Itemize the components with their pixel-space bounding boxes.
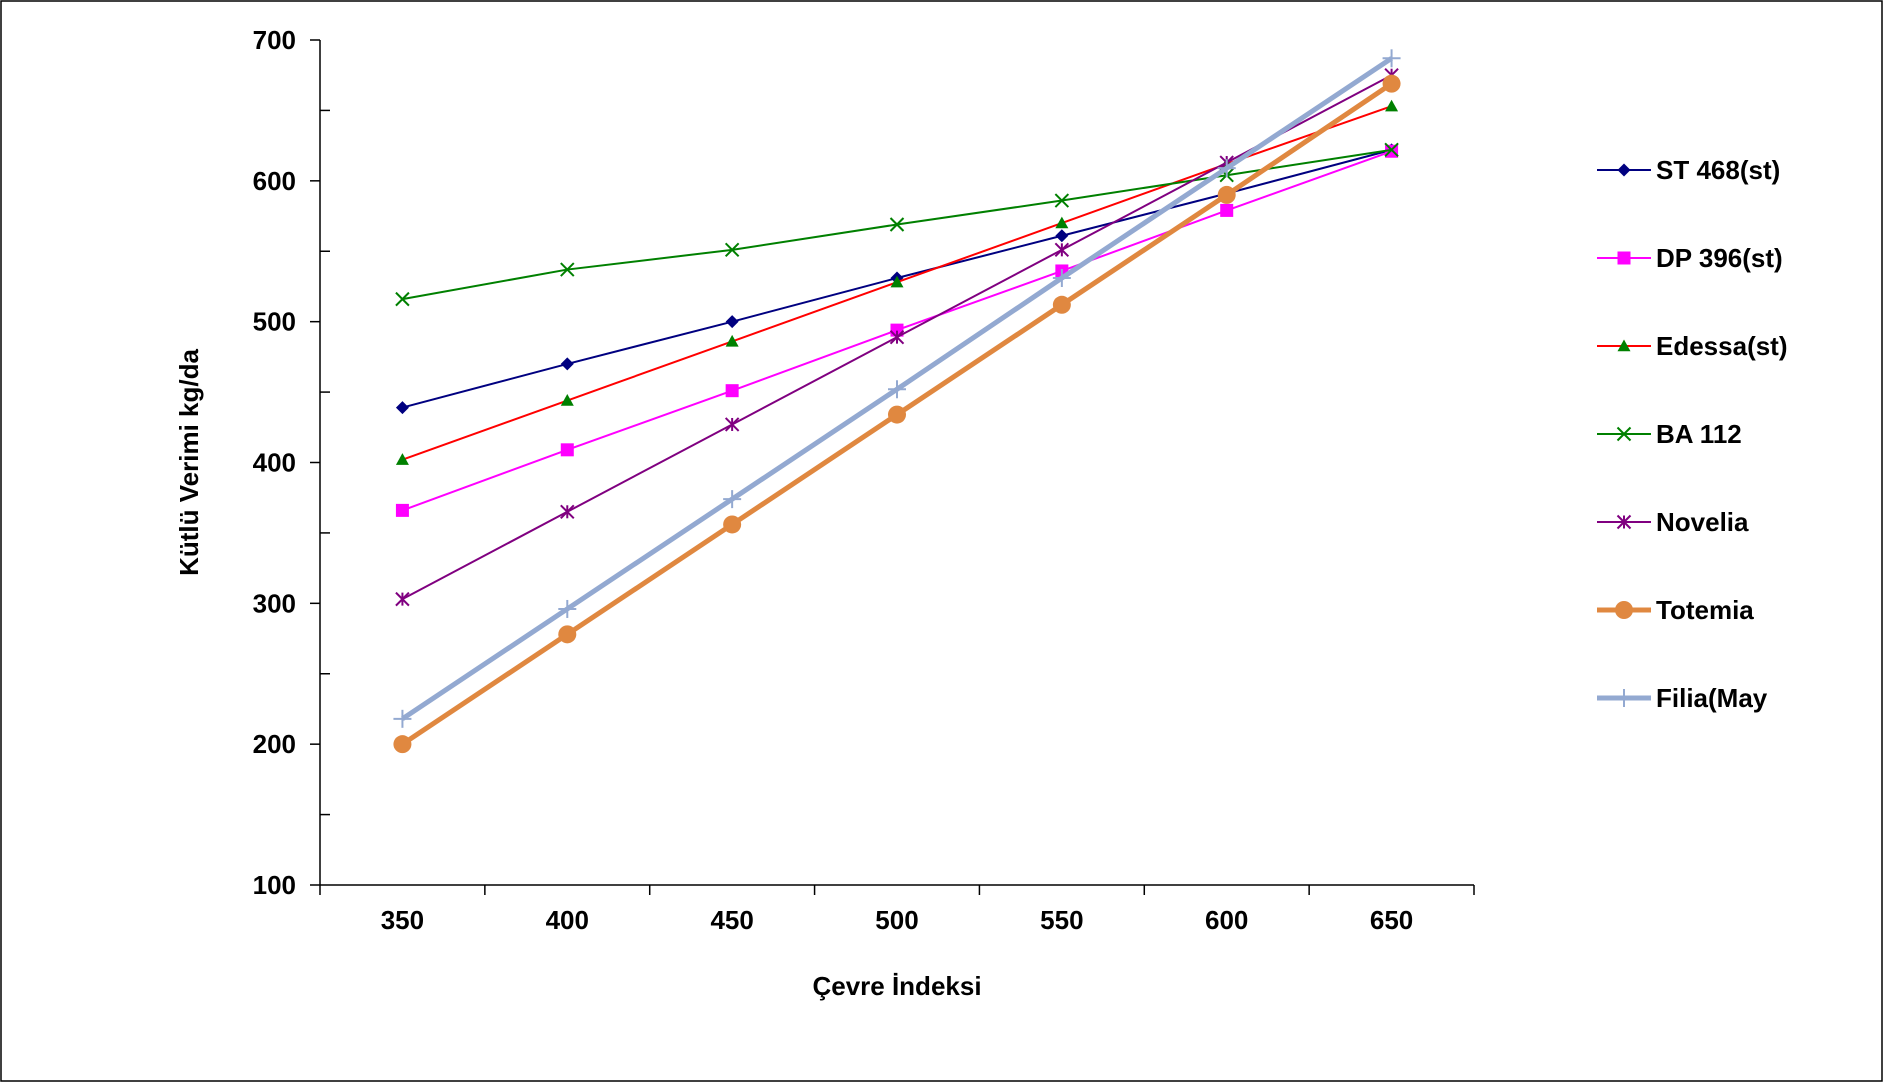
point-marker	[725, 384, 739, 398]
point-marker	[1382, 49, 1401, 68]
point-marker	[560, 443, 574, 457]
point-marker	[1384, 142, 1399, 158]
legend-item: BA 112	[1597, 419, 1742, 449]
point-marker	[1054, 242, 1070, 258]
legend-item: Novelia	[1597, 507, 1749, 537]
point-marker	[888, 380, 906, 399]
legend-layer: ST 468(st) DP 396(st) Edessa(st) BA 112 Nove…	[1597, 155, 1788, 713]
point-marker	[393, 735, 412, 754]
point-marker	[560, 504, 575, 519]
point-marker	[1217, 159, 1236, 178]
x-tick-label: 600	[1205, 905, 1248, 935]
point-marker	[724, 417, 740, 432]
point-marker-stroke	[724, 242, 740, 258]
point-marker	[1615, 689, 1633, 707]
point-marker	[1382, 74, 1401, 93]
point-marker	[1217, 185, 1236, 204]
y-tick-label: 200	[253, 729, 296, 759]
point-marker	[393, 709, 412, 728]
x-tick-label: 500	[875, 905, 918, 935]
point-marker	[1615, 601, 1633, 619]
point-marker	[890, 275, 904, 288]
x-tick-label: 400	[546, 905, 589, 935]
point-marker	[1055, 216, 1069, 229]
legend-label: BA 112	[1656, 419, 1742, 449]
point-marker-stroke	[1616, 426, 1632, 442]
point-marker	[560, 262, 575, 277]
point-marker	[888, 405, 906, 424]
point-marker	[395, 503, 409, 517]
legend-label: Totemia	[1656, 595, 1754, 625]
point-marker	[1617, 163, 1631, 177]
point-marker	[725, 334, 739, 347]
y-axis-title: Kütlü Verimi kg/da	[174, 349, 204, 576]
legend-label: ST 468(st)	[1656, 155, 1780, 185]
legend-label: Edessa(st)	[1656, 331, 1788, 361]
series-layer	[393, 49, 1401, 754]
legend-item: Filia(May	[1597, 683, 1768, 713]
y-tick-label: 500	[253, 307, 296, 337]
point-marker	[1052, 269, 1071, 288]
point-marker	[395, 453, 409, 465]
y-tick-label: 100	[253, 870, 296, 900]
point-marker	[1617, 251, 1631, 265]
point-marker	[1385, 99, 1399, 112]
point-marker	[1617, 339, 1631, 352]
point-marker-stroke	[889, 217, 905, 232]
point-marker-stroke	[395, 291, 410, 307]
legend-label: Novelia	[1656, 507, 1749, 537]
x-tick-label: 650	[1370, 905, 1413, 935]
series-5	[395, 68, 1399, 607]
point-marker	[725, 315, 739, 329]
point-marker	[1055, 229, 1069, 243]
point-marker	[723, 490, 742, 509]
point-marker	[1616, 514, 1632, 530]
point-marker	[395, 291, 410, 307]
point-marker	[558, 625, 577, 644]
legend-item: Edessa(st)	[1597, 331, 1788, 361]
point-marker	[558, 599, 577, 618]
point-marker-stroke	[1054, 193, 1070, 208]
point-marker	[560, 394, 574, 406]
point-marker	[1220, 203, 1234, 217]
y-tick-label: 300	[253, 588, 296, 618]
legend-item: ST 468(st)	[1597, 155, 1780, 185]
point-marker	[724, 242, 740, 258]
point-marker-stroke	[560, 262, 575, 277]
y-tick-label: 600	[253, 166, 296, 196]
y-tick-label: 400	[253, 448, 296, 478]
point-marker	[1052, 295, 1071, 314]
point-marker-stroke	[1384, 142, 1399, 158]
x-tick-label: 550	[1040, 905, 1083, 935]
series-6	[393, 74, 1401, 754]
point-marker	[560, 357, 574, 371]
point-marker	[889, 329, 905, 345]
series-7	[393, 49, 1401, 728]
point-marker	[889, 217, 905, 232]
y-tick-label: 700	[253, 25, 296, 55]
legend-item: Totemia	[1597, 595, 1754, 625]
x-axis-title: Çevre İndeksi	[812, 971, 981, 1001]
legend-item: DP 396(st)	[1597, 243, 1783, 273]
point-marker	[723, 515, 742, 534]
x-tick-label: 450	[710, 905, 753, 935]
point-marker	[1054, 193, 1070, 208]
point-marker	[1616, 426, 1632, 442]
point-marker	[395, 591, 410, 607]
legend-label: Filia(May	[1656, 683, 1768, 713]
legend-label: DP 396(st)	[1656, 243, 1783, 273]
point-marker	[395, 401, 409, 415]
x-tick-label: 350	[381, 905, 424, 935]
